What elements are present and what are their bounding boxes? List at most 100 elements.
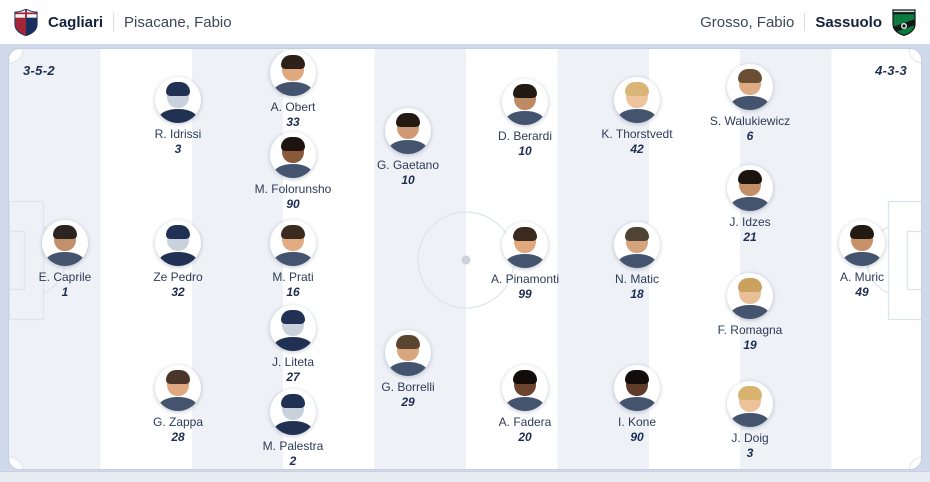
player-name: K. Thorstvedt	[601, 127, 673, 141]
player-name: G. Gaetano	[376, 158, 440, 172]
player-number: 10	[401, 173, 415, 187]
player-card-home[interactable]: G. Zappa 28	[118, 365, 238, 445]
away-team-header: Grosso, Fabio Sassuolo	[700, 8, 916, 36]
player-name: A. Pinamonti	[490, 272, 560, 286]
player-name: A. Muric	[839, 270, 884, 284]
player-card-home[interactable]: G. Gaetano 10	[348, 108, 468, 188]
player-card-home[interactable]: Ze Pedro 32	[118, 220, 238, 300]
player-name: D. Berardi	[497, 129, 553, 143]
player-card-home[interactable]: R. Idrissi 3	[118, 77, 238, 157]
player-avatar-icon	[42, 220, 88, 266]
player-number: 90	[286, 197, 300, 211]
player-name: G. Zappa	[152, 415, 204, 429]
player-card-home[interactable]: J. Liteta 27	[233, 305, 353, 385]
home-team-header: Cagliari Pisacane, Fabio	[14, 8, 232, 36]
player-card-away[interactable]: D. Berardi 10	[465, 79, 585, 159]
player-name: A. Fadera	[498, 415, 552, 429]
player-name: E. Caprile	[38, 270, 92, 284]
player-avatar-icon	[727, 381, 773, 427]
player-avatar-icon	[502, 222, 548, 268]
player-number: 18	[630, 287, 644, 301]
player-card-home[interactable]: E. Caprile 1	[5, 220, 125, 300]
home-team-name[interactable]: Cagliari	[48, 13, 104, 31]
player-name: J. Liteta	[271, 355, 315, 369]
player-number: 10	[518, 144, 532, 158]
player-avatar-icon	[727, 165, 773, 211]
player-card-away[interactable]: K. Thorstvedt 42	[577, 77, 697, 157]
away-formation-label: 4-3-3	[875, 63, 907, 78]
player-card-home[interactable]: M. Folorunsho 90	[233, 132, 353, 212]
player-avatar-icon	[270, 220, 316, 266]
lineups-header: Cagliari Pisacane, Fabio Grosso, Fabio S…	[0, 0, 930, 44]
player-card-away[interactable]: J. Idzes 21	[690, 165, 810, 245]
player-avatar-icon	[502, 365, 548, 411]
player-number: 99	[518, 287, 532, 301]
player-card-away[interactable]: F. Romagna 19	[690, 273, 810, 353]
player-card-away[interactable]: A. Fadera 20	[465, 365, 585, 445]
player-avatar-icon	[614, 365, 660, 411]
home-coach-name[interactable]: Pisacane, Fabio	[124, 13, 232, 31]
cagliari-crest-icon[interactable]	[14, 8, 38, 36]
player-avatar-icon	[270, 50, 316, 96]
player-name: A. Obert	[270, 100, 316, 114]
player-number: 90	[630, 430, 644, 444]
player-name: M. Prati	[272, 270, 314, 284]
player-name: S. Walukiewicz	[709, 114, 791, 128]
player-avatar-icon	[614, 222, 660, 268]
player-avatar-icon	[839, 220, 885, 266]
player-name: M. Palestra	[262, 439, 324, 453]
player-name: G. Borrelli	[381, 380, 435, 394]
player-name: N. Matic	[614, 272, 659, 286]
player-card-home[interactable]: G. Borrelli 29	[348, 330, 468, 410]
player-card-home[interactable]: M. Palestra 2	[233, 389, 353, 469]
player-card-home[interactable]: M. Prati 16	[233, 220, 353, 300]
player-number: 20	[518, 430, 532, 444]
player-name: R. Idrissi	[154, 127, 202, 141]
player-card-away[interactable]: A. Muric 49	[802, 220, 922, 300]
player-number: 29	[401, 395, 415, 409]
player-avatar-icon	[270, 305, 316, 351]
player-name: F. Romagna	[717, 323, 783, 337]
player-avatar-icon	[502, 79, 548, 125]
below-pitch-strip	[0, 471, 930, 482]
player-avatar-icon	[614, 77, 660, 123]
player-number: 1	[61, 285, 69, 299]
away-team-name[interactable]: Sassuolo	[815, 13, 882, 31]
player-number: 28	[171, 430, 185, 444]
away-coach-name[interactable]: Grosso, Fabio	[700, 13, 795, 31]
player-card-away[interactable]: N. Matic 18	[577, 222, 697, 302]
player-number: 42	[630, 142, 644, 156]
player-number: 16	[286, 285, 300, 299]
sassuolo-crest-icon[interactable]	[892, 8, 916, 36]
player-number: 19	[743, 338, 757, 352]
player-avatar-icon	[385, 108, 431, 154]
player-number: 21	[743, 230, 757, 244]
player-number: 3	[174, 142, 182, 156]
player-name: I. Kone	[617, 415, 657, 429]
player-name: Ze Pedro	[153, 270, 203, 284]
player-name: J. Doig	[731, 431, 769, 445]
header-divider	[113, 13, 115, 31]
header-divider	[804, 13, 806, 31]
player-card-home[interactable]: A. Obert 33	[233, 50, 353, 130]
player-name: J. Idzes	[729, 215, 771, 229]
home-formation-label: 3-5-2	[23, 63, 55, 78]
player-name: M. Folorunsho	[254, 182, 332, 196]
player-avatar-icon	[270, 132, 316, 178]
player-card-away[interactable]: A. Pinamonti 99	[465, 222, 585, 302]
player-avatar-icon	[727, 64, 773, 110]
player-number: 27	[286, 370, 300, 384]
player-card-away[interactable]: J. Doig 3	[690, 381, 810, 461]
player-card-away[interactable]: I. Kone 90	[577, 365, 697, 445]
player-number: 32	[171, 285, 185, 299]
player-card-away[interactable]: S. Walukiewicz 6	[690, 64, 810, 144]
player-avatar-icon	[155, 365, 201, 411]
player-avatar-icon	[155, 220, 201, 266]
player-number: 3	[746, 446, 754, 460]
player-avatar-icon	[155, 77, 201, 123]
player-number: 33	[286, 115, 300, 129]
player-avatar-icon	[270, 389, 316, 435]
player-number: 49	[855, 285, 869, 299]
